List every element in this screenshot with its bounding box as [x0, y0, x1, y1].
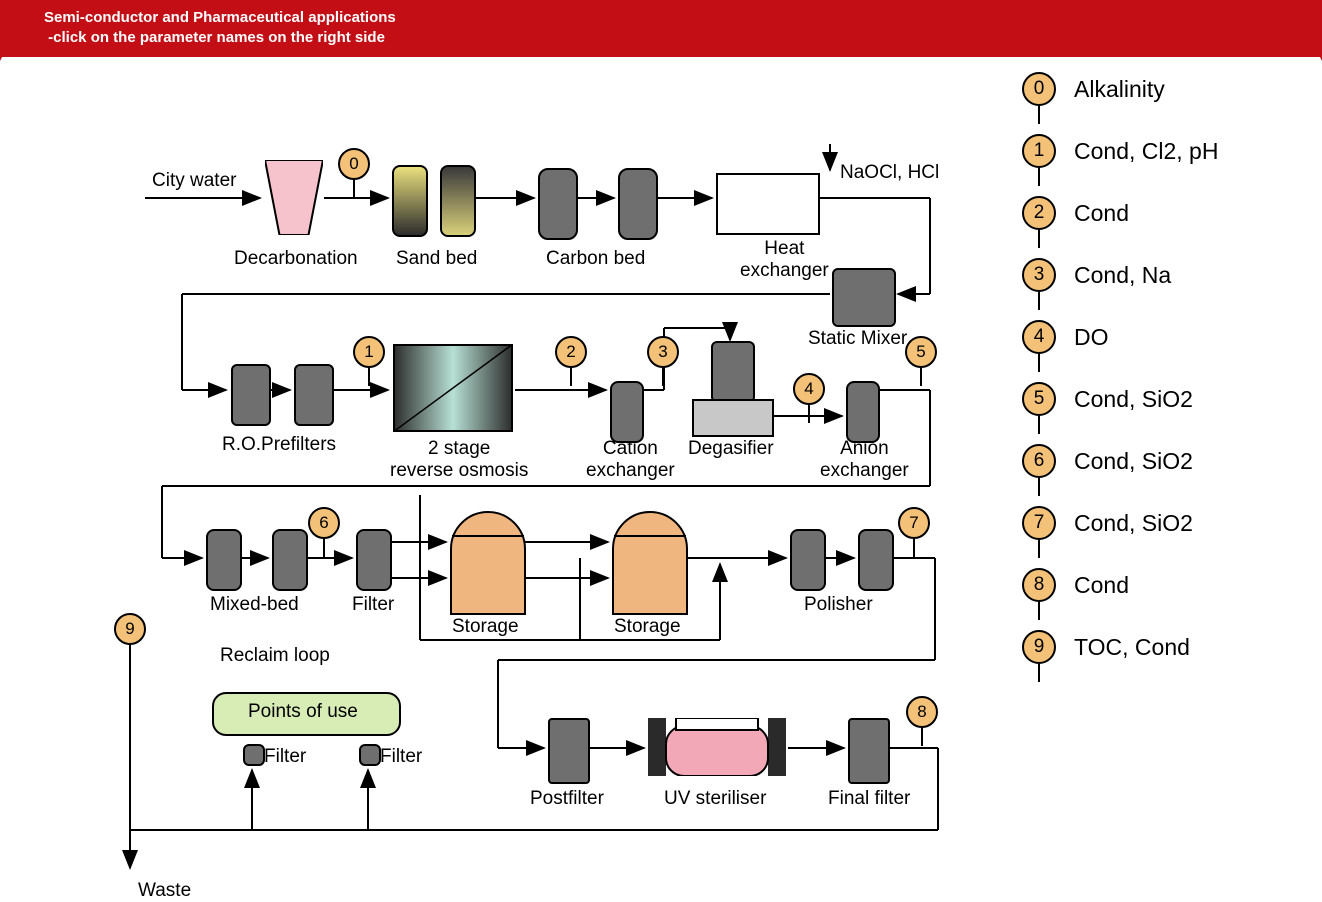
label-uv: UV steriliser [664, 788, 766, 810]
unit-heatex [716, 173, 820, 235]
legend-label: Cond, Na [1074, 262, 1171, 289]
legend-label: Cond, Cl2, pH [1074, 138, 1218, 165]
diagram-pin-7[interactable]: 7 [898, 507, 930, 539]
legend-label: TOC, Cond [1074, 634, 1190, 661]
legend-item-1[interactable]: 1 Cond, Cl2, pH [1022, 134, 1292, 168]
unit-degas-top [711, 341, 755, 403]
label-postfilter: Postfilter [530, 788, 604, 810]
legend-item-9[interactable]: 9 TOC, Cond [1022, 630, 1292, 664]
legend-pin-icon: 1 [1022, 134, 1056, 168]
legend-label: Cond, SiO2 [1074, 448, 1193, 475]
banner-line1: Semi-conductor and Pharmaceutical applic… [44, 8, 1320, 28]
label-chem: NaOCl, HCl [840, 162, 939, 184]
label-storage2: Storage [614, 616, 681, 638]
label-ro: 2 stage reverse osmosis [390, 438, 528, 482]
label-heatex: Heat exchanger [740, 238, 829, 282]
diagram-pin-2[interactable]: 2 [555, 336, 587, 368]
unit-fsm1 [243, 744, 265, 766]
legend-pin-icon: 7 [1022, 506, 1056, 540]
unit-mixed1 [206, 529, 242, 591]
legend-item-4[interactable]: 4 DO [1022, 320, 1292, 354]
legend-pin-icon: 6 [1022, 444, 1056, 478]
unit-sand1 [392, 165, 428, 237]
legend-item-3[interactable]: 3 Cond, Na [1022, 258, 1292, 292]
label-filter-sm1: Filter [264, 746, 306, 768]
parameter-legend: 0 Alkalinity 1 Cond, Cl2, pH 2 Cond 3 Cond, Na 4… [1022, 72, 1292, 692]
unit-cation [610, 381, 644, 443]
legend-label: Alkalinity [1074, 76, 1165, 103]
unit-pol2 [858, 529, 894, 591]
legend-pin-icon: 0 [1022, 72, 1056, 106]
unit-rop1 [231, 364, 271, 426]
unit-anion [846, 381, 880, 443]
unit-filter3 [356, 529, 392, 591]
legend-label: Cond, SiO2 [1074, 386, 1193, 413]
unit-degas-bot [692, 399, 774, 437]
label-anion: Anion exchanger [820, 438, 909, 482]
unit-rop2 [294, 364, 334, 426]
legend-item-6[interactable]: 6 Cond, SiO2 [1022, 444, 1292, 478]
unit-tank1 [450, 511, 526, 615]
legend-pin-icon: 9 [1022, 630, 1056, 664]
label-finalfilter: Final filter [828, 788, 910, 810]
unit-carbon1 [538, 168, 578, 240]
unit-postfilter [548, 718, 590, 784]
label-points: Points of use [248, 701, 358, 723]
legend-pin-icon: 5 [1022, 382, 1056, 416]
legend-item-8[interactable]: 8 Cond [1022, 568, 1292, 602]
diagram-pin-6[interactable]: 6 [308, 507, 340, 539]
legend-label: Cond, SiO2 [1074, 510, 1193, 537]
legend-pin-icon: 3 [1022, 258, 1056, 292]
label-storage1: Storage [452, 616, 519, 638]
diagram-pin-8[interactable]: 8 [906, 696, 938, 728]
legend-item-2[interactable]: 2 Cond [1022, 196, 1292, 230]
label-reclaim: Reclaim loop [220, 645, 330, 667]
unit-mixer [832, 268, 896, 327]
unit-carbon2 [618, 168, 658, 240]
unit-decarb [265, 160, 323, 235]
diagram-pin-4[interactable]: 4 [793, 373, 825, 405]
label-degas: Degasifier [688, 438, 774, 460]
diagram-pin-5[interactable]: 5 [905, 336, 937, 368]
diagram-pin-9[interactable]: 9 [114, 613, 146, 645]
label-mixedbed: Mixed-bed [210, 594, 299, 616]
label-sandbed: Sand bed [396, 248, 477, 270]
legend-label: Cond [1074, 200, 1129, 227]
label-city-water: City water [152, 170, 236, 192]
label-polisher: Polisher [804, 594, 873, 616]
diagram-pin-3[interactable]: 3 [647, 336, 679, 368]
label-decarb: Decarbonation [234, 248, 358, 270]
label-filter-sm2: Filter [380, 746, 422, 768]
unit-ro [393, 344, 513, 432]
legend-pin-icon: 8 [1022, 568, 1056, 602]
label-filter: Filter [352, 594, 394, 616]
unit-pol1 [790, 529, 826, 591]
diagram-pin-1[interactable]: 1 [353, 336, 385, 368]
legend-label: DO [1074, 324, 1109, 351]
unit-fsm2 [359, 744, 381, 766]
legend-item-5[interactable]: 5 Cond, SiO2 [1022, 382, 1292, 416]
unit-finalfilter [848, 718, 890, 784]
banner-line2: -click on the parameter names on the rig… [44, 28, 1320, 48]
unit-sand2 [440, 165, 476, 237]
legend-label: Cond [1074, 572, 1129, 599]
legend-item-7[interactable]: 7 Cond, SiO2 [1022, 506, 1292, 540]
legend-pin-icon: 2 [1022, 196, 1056, 230]
label-static-mixer: Static Mixer [808, 328, 907, 350]
legend-item-0[interactable]: 0 Alkalinity [1022, 72, 1292, 106]
banner: Semi-conductor and Pharmaceutical applic… [0, 0, 1322, 61]
unit-uv [648, 718, 786, 776]
unit-tank2 [612, 511, 688, 615]
legend-pin-icon: 4 [1022, 320, 1056, 354]
unit-mixed2 [272, 529, 308, 591]
label-ro-pre: R.O.Prefilters [222, 434, 336, 456]
label-cation: Cation exchanger [586, 438, 675, 482]
label-waste: Waste [138, 880, 191, 902]
diagram-pin-0[interactable]: 0 [338, 148, 370, 180]
label-carbonbed: Carbon bed [546, 248, 645, 270]
